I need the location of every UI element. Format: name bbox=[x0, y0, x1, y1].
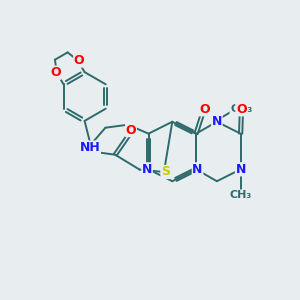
Text: O: O bbox=[236, 103, 247, 116]
Text: N: N bbox=[236, 163, 246, 176]
Text: CH₃: CH₃ bbox=[230, 190, 252, 200]
Text: S: S bbox=[161, 166, 170, 178]
Text: N: N bbox=[192, 163, 203, 176]
Text: O: O bbox=[50, 66, 61, 79]
Text: NH: NH bbox=[80, 141, 100, 154]
Text: N: N bbox=[142, 163, 152, 176]
Text: O: O bbox=[126, 124, 136, 136]
Text: CH₃: CH₃ bbox=[230, 104, 252, 114]
Text: N: N bbox=[212, 115, 222, 128]
Text: O: O bbox=[74, 54, 84, 67]
Text: O: O bbox=[199, 103, 210, 116]
